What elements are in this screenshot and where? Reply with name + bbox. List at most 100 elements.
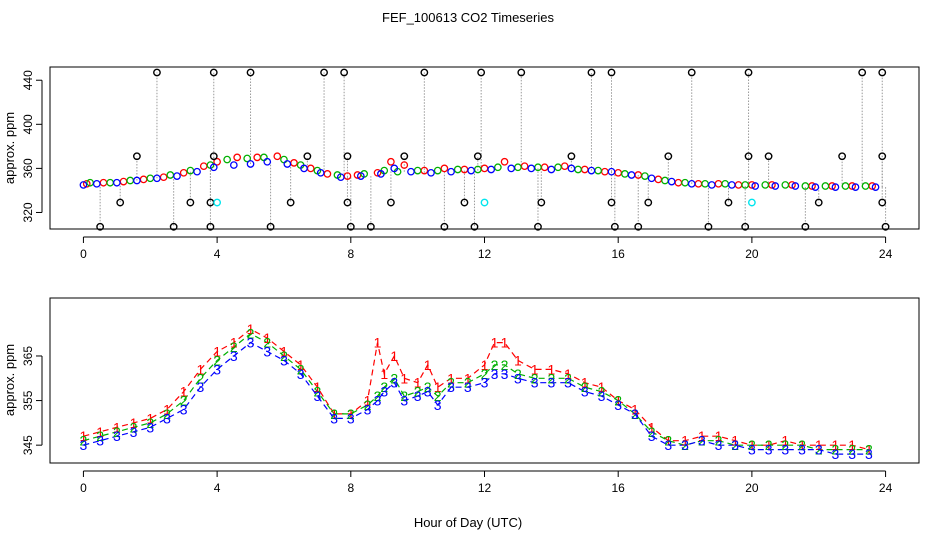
top-series-3-point xyxy=(811,183,820,191)
top-spike-point xyxy=(303,152,312,161)
bottom-series-3-marker: 3 xyxy=(464,379,472,395)
top-spike-point xyxy=(878,68,887,77)
top-series-3-point xyxy=(153,174,161,183)
bottom-series-3-marker: 3 xyxy=(664,437,672,453)
bottom-series-3-marker: 3 xyxy=(213,361,221,377)
top-spike-point xyxy=(470,222,479,231)
top-spike-point xyxy=(814,198,823,207)
bottom-series-1-marker: 1 xyxy=(330,406,338,422)
top-series-3-point xyxy=(667,177,676,186)
bottom-series-2-line xyxy=(83,332,869,451)
bottom-series-2-marker: 2 xyxy=(96,428,104,444)
top-series-3-point xyxy=(567,164,576,173)
top-series-3-point xyxy=(707,181,716,189)
top-spike-point xyxy=(634,222,643,231)
bottom-series-2-marker: 2 xyxy=(848,442,856,458)
bottom-series-3-marker: 3 xyxy=(347,410,355,426)
top-spike-point xyxy=(320,68,328,77)
top-series-3-point xyxy=(263,157,272,166)
bottom-x-tick-label: 8 xyxy=(347,481,354,495)
bottom-series-1-marker: 1 xyxy=(715,428,723,444)
bottom-series-1-marker: 1 xyxy=(113,419,121,435)
top-series-2-point xyxy=(106,178,115,187)
top-series-1-point xyxy=(323,170,332,178)
top-spike-points xyxy=(96,68,890,231)
bottom-y-axis-label: approx. ppm xyxy=(2,344,17,416)
top-spike-point xyxy=(764,152,773,161)
top-series-3-point xyxy=(246,160,255,168)
top-series-3-point xyxy=(447,167,455,176)
top-cyan-point xyxy=(213,198,222,207)
bottom-series-1-line xyxy=(83,328,870,451)
top-x-tick-label: 24 xyxy=(879,247,893,261)
top-series-1-point xyxy=(119,177,128,186)
bottom-series-1-marker: 1 xyxy=(374,335,382,351)
bottom-series-2-marker: 2 xyxy=(681,437,689,453)
bottom-series-2-marker: 2 xyxy=(547,370,555,386)
top-spike-point xyxy=(517,68,526,77)
bottom-series-2-marker: 2 xyxy=(113,424,121,440)
bottom-series-2-marker: 2 xyxy=(815,442,823,458)
top-spike-point xyxy=(343,198,352,207)
top-series-3-point xyxy=(133,176,141,185)
bottom-series-3-marker: 3 xyxy=(263,344,271,360)
bottom-series-3-marker: 3 xyxy=(848,446,856,462)
bottom-series-2-marker: 2 xyxy=(464,375,472,391)
bottom-series-2-marker: 2 xyxy=(598,384,606,400)
top-stems xyxy=(99,72,887,227)
bottom-series-3-marker: 3 xyxy=(514,370,522,386)
bottom-series-2-marker: 2 xyxy=(163,406,171,422)
bottom-series-1-marker: 1 xyxy=(434,379,442,395)
bottom-series-2-marker: 2 xyxy=(180,393,188,409)
top-series-2-point xyxy=(554,163,562,172)
top-spike-point xyxy=(400,152,409,161)
top-series-3-point xyxy=(627,171,636,179)
top-spike-point xyxy=(537,198,546,207)
top-series-2-point xyxy=(841,182,850,190)
top-spike-point xyxy=(340,68,349,77)
top-series-2-point xyxy=(801,182,810,190)
top-plot-frame xyxy=(49,66,920,230)
top-x-tick-label: 8 xyxy=(347,247,354,261)
top-y-tick-label: 320 xyxy=(21,202,35,222)
bottom-series-1-marker: 1 xyxy=(347,406,355,422)
bottom-series-2-marker: 2 xyxy=(347,406,355,422)
top-spike-point xyxy=(366,222,375,231)
bottom-series-2-marker: 2 xyxy=(531,370,539,386)
bottom-series-1-marker: 1 xyxy=(631,401,639,417)
bottom-y-axis: 345 355 365 xyxy=(21,346,43,455)
bottom-series-1-marker: 1 xyxy=(731,433,739,449)
top-series-3-point xyxy=(377,170,385,178)
top-y-tick-label: 400 xyxy=(21,114,35,134)
bottom-series-3-marker: 3 xyxy=(146,419,154,435)
top-series-1-point xyxy=(273,152,282,161)
top-series-1-point xyxy=(440,164,449,173)
bottom-series-3-marker: 3 xyxy=(400,393,408,409)
bottom-series-3-marker: 3 xyxy=(247,335,255,351)
top-spike-point xyxy=(186,198,195,207)
bottom-series-2-marker: 2 xyxy=(715,433,723,449)
top-series-1-point xyxy=(600,167,609,176)
bottom-y-tick-label: 365 xyxy=(21,346,35,366)
bottom-series-2-marker: 2 xyxy=(514,366,522,382)
bottom-series-1-marker: 1 xyxy=(748,437,756,453)
bottom-series-2-marker: 2 xyxy=(501,357,509,373)
top-series-1-point xyxy=(614,168,623,177)
top-series-3-point xyxy=(283,160,292,168)
top-series-3-point xyxy=(791,182,800,190)
bottom-series-2-marker: 2 xyxy=(614,393,622,409)
top-series-1-point xyxy=(694,179,703,188)
bottom-series-1-marker: 1 xyxy=(313,379,321,395)
bottom-series-2-marker: 2 xyxy=(581,379,589,395)
bottom-series-2-marker: 2 xyxy=(400,388,408,404)
bottom-series-2-marker: 2 xyxy=(80,433,88,449)
bottom-series-1-marker: 1 xyxy=(865,442,873,458)
top-spike-point xyxy=(878,198,887,207)
bottom-series-1-marker: 1 xyxy=(648,419,656,435)
bottom-series-3-marker: 3 xyxy=(798,442,806,458)
top-series-3-point xyxy=(647,174,656,183)
top-series-2-point xyxy=(721,179,729,188)
bottom-series-1-marker: 1 xyxy=(564,366,572,382)
top-series-2-point xyxy=(260,153,268,162)
bottom-series-1-marker: 1 xyxy=(698,428,706,444)
